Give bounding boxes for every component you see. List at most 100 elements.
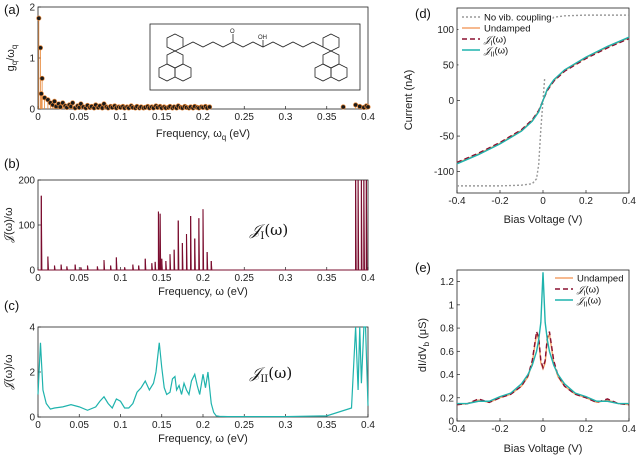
panel-b-annotation: 𝒥I(ω) (249, 221, 288, 242)
panel-a-xtick-label: 0.25 (235, 112, 255, 123)
panel-d-xtick-label: 0 (540, 196, 546, 207)
panel-e-xtick-label: 0.2 (579, 424, 593, 435)
molecule-inset: O OH (149, 23, 361, 91)
panel-b-xtick-label: 0.1 (114, 273, 128, 284)
panel-c-ytick-label: 0 (29, 413, 35, 424)
panel-b-label: (b) (4, 156, 20, 171)
panel-e-series-1 (456, 331, 630, 406)
panel-d-ytick-label: -50 (440, 132, 455, 143)
panel-d-ytick-label: 0 (448, 96, 454, 107)
panel-b-plot: 0 0.05 0.1 0.15 0.2 0.25 0.3 0.35 0.4 0 100 200 (18, 176, 375, 285)
panel-b-xtick-label: 0 (35, 273, 41, 284)
legend-e-box (551, 271, 628, 321)
panel-a-ylabel: gq/ωq (5, 45, 19, 72)
panel-b-ytick-label: 200 (18, 176, 35, 187)
panel-e-xlabel: Bias Voltage (V) (504, 443, 583, 455)
legend-d-label-2: 𝒥I(ω) (483, 35, 506, 48)
panel-a-xtick-label: 0.1 (114, 112, 128, 123)
panel-c-xtick-label: 0.4 (361, 420, 375, 431)
panel-a-xtick-label: 0 (35, 112, 41, 123)
panel-a-point (357, 103, 363, 110)
panel-a-point (39, 75, 45, 81)
panel-c-ylabel: 𝒥(ω)/ω (3, 354, 15, 390)
panel-b-xtick-label: 0.3 (279, 273, 293, 284)
panel-a-point (36, 15, 42, 21)
panel-e-ytick-label: 0.4 (440, 370, 454, 381)
panel-a-point (70, 100, 76, 106)
panel-e-xtick-label: 0.4 (622, 424, 636, 435)
panel-a-point (57, 104, 63, 110)
panel-a-xtick-label: 0.35 (317, 112, 337, 123)
panel-e-ytick-label: 1 (448, 300, 454, 311)
panel-c-xtick-label: 0.2 (196, 420, 210, 431)
panel-a-point (38, 91, 44, 97)
panel-e-plot: -0.4 -0.2 0 0.2 0.4 0 0.2 0.4 0.6 0.8 1 1.2 (440, 272, 636, 435)
panel-e-ytick-label: 0.8 (440, 324, 454, 335)
panel-b-xtick-label: 0.35 (317, 273, 337, 284)
panel-d-xtick-label: 0.4 (622, 196, 636, 207)
panel-a-xtick-label: 0.15 (152, 112, 172, 123)
panel-c-xtick-label: 0.3 (279, 420, 293, 431)
panel-a-ytick-label: 2 (29, 3, 35, 14)
panel-e-xtick-label: -0.4 (448, 424, 466, 435)
panel-e-series-2 (457, 272, 629, 405)
panel-d-xlabel: Bias Voltage (V) (504, 214, 583, 226)
panel-a-xlabel: Frequency, ωq (eV) (156, 128, 250, 142)
panel-b-ylabel: 𝒥(ω)/ω (3, 207, 15, 243)
legend-d-label-0: No vib. coupling (484, 13, 552, 24)
panel-d-label: (d) (415, 6, 431, 21)
legend-d-box (458, 9, 552, 79)
panel-a-label: (a) (4, 2, 20, 17)
panel-c-xtick-label: 0.1 (114, 420, 128, 431)
panel-a-xtick-label: 0.3 (279, 112, 293, 123)
legend-e-label-2: 𝒥II(ω) (576, 296, 601, 309)
panel-a-ytick-label: 1 (29, 54, 35, 65)
panel-d-ytick-label: 100 (437, 25, 454, 36)
panel-d-xtick-label: 0.2 (579, 196, 593, 207)
panel-b-ytick-label: 100 (18, 221, 35, 232)
panel-d-xtick-label: -0.2 (491, 196, 509, 207)
panel-a-point (37, 45, 44, 51)
panel-e-xtick-label: -0.2 (491, 424, 509, 435)
panel-c-xtick-label: 0.25 (235, 420, 255, 431)
inset-atom-oh: OH (258, 35, 267, 41)
panel-c-xtick-label: 0.15 (152, 420, 172, 431)
panel-a-point (365, 104, 371, 110)
panel-c-plot: 0 0.05 0.1 0.15 0.2 0.25 0.3 0.35 0.4 0 2 4 (29, 323, 375, 432)
panel-a-ytick-label: 0 (29, 105, 35, 116)
panel-b-xtick-label: 0.15 (152, 273, 172, 284)
panel-c-xtick-label: 0 (35, 420, 41, 431)
panel-d-ytick-label: 50 (443, 60, 455, 71)
panel-a-point (51, 98, 58, 104)
panel-d-ytick-label: -100 (434, 167, 454, 178)
panel-c-axes (37, 326, 369, 418)
panel-e-ytick-label: 0 (448, 417, 454, 428)
panel-e-ytick-label: 0.6 (440, 347, 454, 358)
panel-b-xlabel: Frequency, ω (eV) (158, 286, 248, 298)
panel-a-xtick-label: 0.4 (361, 112, 375, 123)
legend-e-label-1: 𝒥I(ω) (576, 285, 599, 298)
inset-atom-o: O (230, 29, 235, 35)
panel-c-series-line (37, 326, 369, 418)
panel-d-ylabel: Current (nA) (403, 70, 415, 131)
panel-e-label: (e) (415, 260, 431, 275)
panel-b-xtick-label: 0.4 (361, 273, 375, 284)
panel-c-xtick-label: 0.05 (70, 420, 90, 431)
panel-c-label: (c) (4, 298, 19, 313)
inset-frame (149, 23, 361, 91)
panel-c-ytick-label: 2 (29, 368, 35, 379)
panel-a-point (340, 104, 346, 110)
legend-d-label-1: Undamped (484, 24, 530, 35)
panel-e-ylabel: dI/dVb (μS) (417, 318, 431, 372)
panel-c-xtick-label: 0.35 (317, 420, 337, 431)
panel-e-ytick-label: 1.2 (440, 277, 454, 288)
legend-e-label-0: Undamped (577, 274, 623, 285)
panel-b-xtick-label: 0.25 (235, 273, 255, 284)
panel-e-ytick-label: 0.2 (440, 393, 454, 404)
panel-b-xtick-label: 0.05 (70, 273, 90, 284)
panel-d-xtick-label: -0.4 (448, 196, 466, 207)
panel-c-xlabel: Frequency, ω (eV) (158, 433, 248, 445)
panel-a-xtick-label: 0.05 (70, 112, 90, 123)
